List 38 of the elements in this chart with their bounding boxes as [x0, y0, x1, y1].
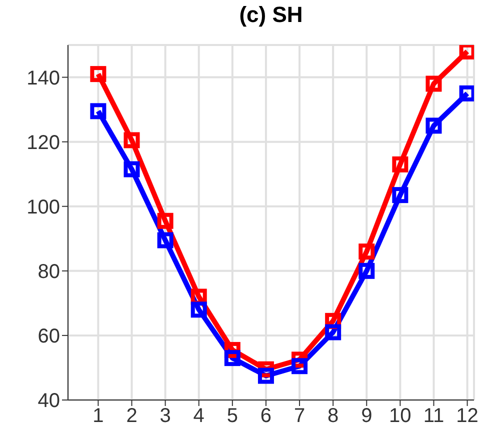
x-tick-label: 11	[423, 405, 444, 428]
point	[224, 350, 240, 366]
point	[426, 76, 442, 92]
point	[157, 212, 174, 229]
point	[124, 132, 140, 148]
point	[90, 103, 106, 120]
x-tick-label: 4	[193, 405, 204, 428]
y-tick-label: 140	[26, 67, 60, 90]
point	[426, 118, 442, 134]
point	[90, 66, 106, 82]
point	[157, 232, 174, 248]
point	[325, 324, 342, 340]
point	[459, 85, 474, 102]
y-tick-label: 40	[38, 390, 60, 412]
point	[124, 161, 140, 178]
x-tick-label: 7	[294, 405, 306, 428]
x-tick-label: 12	[456, 405, 478, 428]
x-tick-label: 9	[361, 405, 372, 428]
point	[358, 262, 375, 279]
y-tick-label: 100	[26, 196, 60, 218]
point	[459, 45, 474, 60]
x-tick-label: 6	[260, 405, 272, 428]
point	[392, 156, 408, 172]
y-tick-label: 60	[38, 326, 60, 348]
point	[190, 302, 207, 318]
x-tick-label: 8	[328, 405, 339, 428]
x-tick-label: 3	[160, 405, 171, 428]
x-tick-label: 2	[126, 405, 138, 428]
point	[292, 358, 308, 374]
chart-title: (c) SH	[238, 2, 304, 28]
x-tick-label: 1	[92, 405, 104, 428]
y-tick-label: 80	[38, 261, 60, 284]
point	[392, 187, 408, 204]
point	[258, 368, 274, 384]
point	[358, 244, 375, 260]
y-tick-label: 120	[26, 132, 60, 154]
x-tick-label: 5	[226, 405, 238, 428]
x-tick-label: 10	[389, 405, 412, 428]
